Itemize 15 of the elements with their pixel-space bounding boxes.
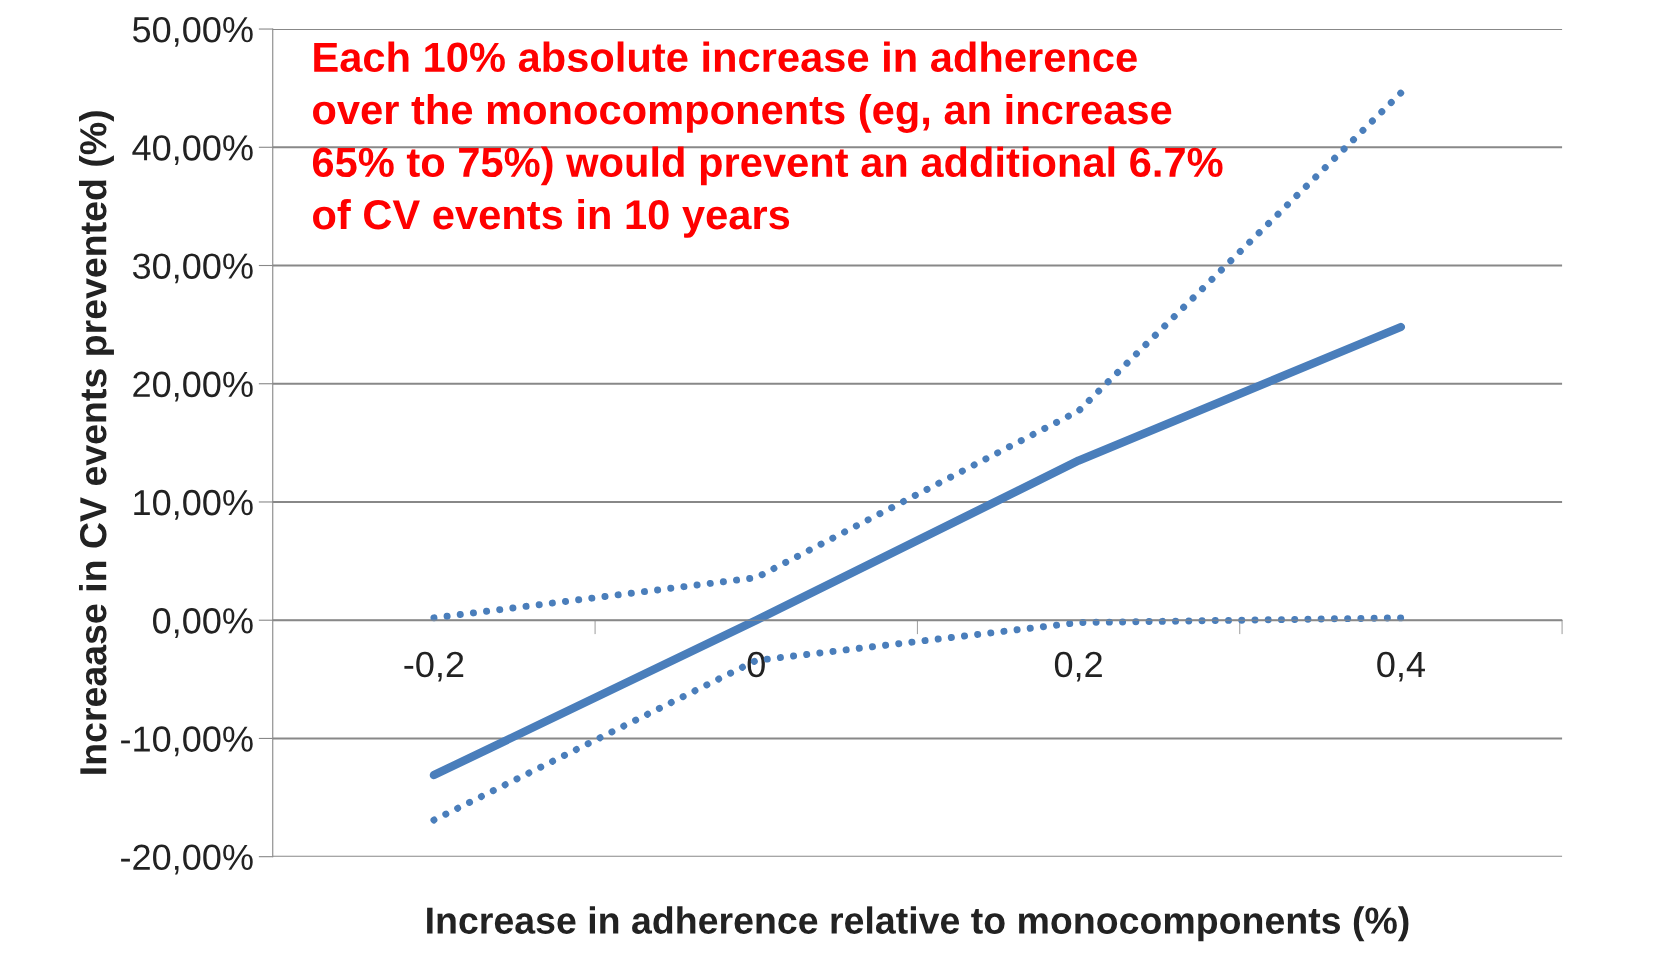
x-axis-title: Increase in adherence relative to monocomponents (%): [427, 906, 1409, 942]
y-tick-label: -10,00%: [121, 726, 253, 757]
annotation: Each 10% absolute increase in adherence over the monocomponents (eg, an increase 65% to 75%) would prevent an additional 6.7% of CV events in 10 years: [312, 41, 1223, 238]
y-tick-label: -20,00%: [121, 844, 253, 875]
y-tick-label: 40,00%: [132, 135, 253, 165]
x-tick-label: 0,2: [1054, 651, 1102, 682]
x-tick-label: 0,4: [1377, 651, 1425, 682]
y-tick-label: 50,00%: [132, 16, 253, 47]
x-tick-label: -0,2: [404, 651, 464, 682]
y-tick-label: 10,00%: [134, 489, 253, 520]
y-tick-label: 20,00%: [133, 371, 253, 402]
y-axis-title: Increaase in CV events prevented (%): [78, 111, 114, 774]
y-tick-label: 0,00%: [153, 608, 253, 638]
x-tick-label: 0: [747, 651, 765, 678]
y-tick-label: 30,00%: [132, 253, 253, 284]
